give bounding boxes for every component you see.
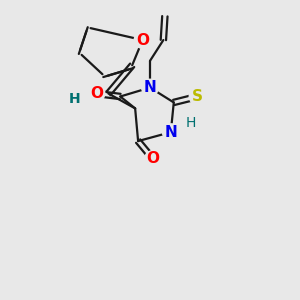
Text: O: O (136, 32, 149, 47)
Text: O: O (90, 86, 103, 101)
Text: O: O (146, 152, 160, 166)
Circle shape (134, 32, 151, 48)
Text: N: N (144, 80, 156, 95)
Circle shape (145, 151, 161, 167)
Text: N: N (164, 125, 177, 140)
Text: H: H (186, 116, 196, 130)
Circle shape (142, 79, 158, 96)
Circle shape (163, 124, 179, 140)
Circle shape (189, 88, 206, 105)
Text: S: S (192, 89, 203, 104)
Text: H: H (68, 92, 80, 106)
Circle shape (88, 85, 105, 102)
Circle shape (67, 92, 82, 107)
